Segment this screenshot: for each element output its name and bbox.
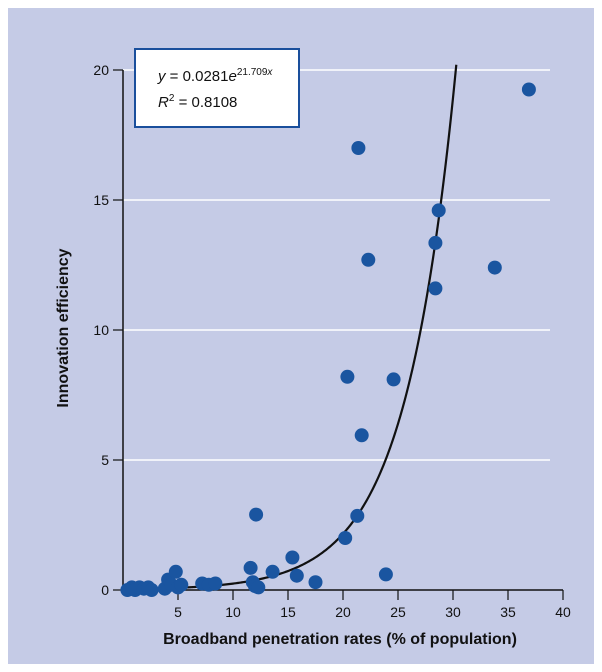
y-tick-label-15: 15 (93, 192, 109, 208)
y-ticks: 0 5 10 15 20 (93, 62, 123, 598)
data-point-15 (208, 576, 223, 591)
x-tick-label-15: 15 (280, 604, 296, 620)
data-point-37 (521, 82, 536, 97)
equation-exponent: 21.709x (237, 67, 273, 78)
x-tick-label-5: 5 (174, 604, 182, 620)
data-point-33 (428, 235, 443, 250)
x-tick-label-30: 30 (445, 604, 461, 620)
y-tick-label-10: 10 (93, 322, 109, 338)
equation-coefficient: = 0.0281 (165, 68, 229, 85)
data-point-32 (386, 372, 401, 387)
data-point-29 (354, 428, 369, 443)
data-point-6 (144, 583, 159, 597)
equation-exponent-var: x (267, 67, 273, 78)
trend-equation: y = 0.0281e21.709x (158, 64, 298, 90)
data-point-10 (168, 564, 183, 579)
x-tick-label-10: 10 (225, 604, 241, 620)
equation-base: e (228, 68, 237, 85)
data-point-30 (361, 252, 376, 267)
data-point-19 (249, 507, 264, 522)
data-point-23 (289, 568, 304, 583)
data-point-31 (378, 567, 393, 582)
data-point-21 (265, 564, 280, 579)
scatter-chart: 5 10 15 20 25 30 35 40 0 5 10 15 20 Broadband penet… (55, 62, 571, 648)
chart-frame: 5 10 15 20 25 30 35 40 0 5 10 15 20 Broadband penet… (8, 8, 594, 664)
equation-exponent-value: 21.709 (236, 67, 268, 78)
x-tick-label-35: 35 (500, 604, 516, 620)
data-point-27 (350, 508, 365, 523)
y-tick-label-5: 5 (101, 452, 109, 468)
data-point-16 (243, 560, 258, 575)
data-point-25 (338, 531, 353, 545)
data-point-22 (285, 550, 300, 565)
equation-y: y (158, 68, 166, 85)
data-point-35 (431, 203, 446, 218)
r-squared-label: R (158, 94, 169, 111)
data-point-36 (487, 260, 502, 275)
data-point-28 (351, 141, 366, 155)
x-tick-label-20: 20 (335, 604, 351, 620)
data-point-26 (340, 369, 355, 384)
trendline (133, 64, 458, 591)
r-squared-value: = 0.8108 (174, 94, 238, 111)
data-point-24 (308, 575, 323, 590)
y-axis-label: Innovation efficiency (55, 248, 72, 407)
data-point-20 (251, 580, 266, 595)
x-axis-label: Broadband penetration rates (% of popula… (163, 631, 517, 648)
equation-box: y = 0.0281e21.709x R2 = 0.8108 (134, 48, 300, 128)
data-points (120, 82, 536, 597)
r-squared: R2 = 0.8108 (158, 90, 298, 116)
gridlines (123, 69, 550, 461)
x-tick-label-25: 25 (390, 604, 406, 620)
y-tick-label-20: 20 (93, 62, 109, 78)
x-tick-label-40: 40 (555, 604, 571, 620)
x-ticks: 5 10 15 20 25 30 35 40 (174, 590, 571, 620)
y-tick-label-0: 0 (101, 582, 109, 598)
data-point-34 (428, 281, 443, 296)
data-point-12 (174, 577, 189, 592)
r-squared-sup: 2 (168, 93, 175, 104)
